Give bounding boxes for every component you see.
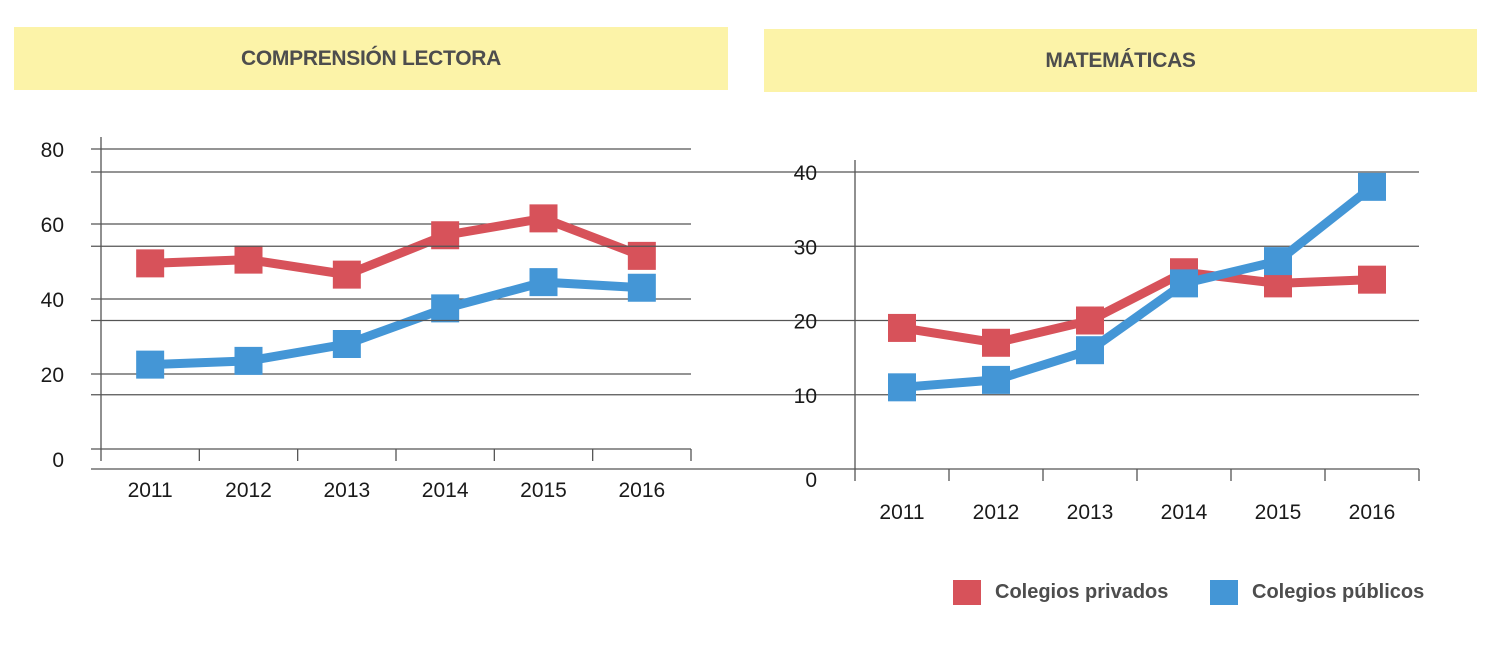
x-tick-label: 2015 [520,479,567,502]
data-point-private [888,313,916,342]
data-point-public [1170,269,1198,298]
series-line-public [901,183,1375,392]
legend-label-public: Colegios públicos [1252,581,1425,603]
data-point-private [332,260,361,289]
legend-item-public: Colegios públicos [1210,580,1424,605]
legend-label-private: Colegios privados [995,581,1169,603]
y-tick-label: 10 [794,385,817,408]
y-tick-label: 60 [41,214,64,237]
series-line-private [901,267,1373,348]
data-point-private [234,245,263,274]
y-tick-label: 20 [794,311,817,334]
y-tick-label: 0 [52,449,64,472]
legend-swatch-public [1210,580,1238,605]
data-point-private [982,328,1010,357]
x-tick-label: 2014 [1161,501,1208,524]
data-point-public [529,268,558,297]
data-point-public [431,294,460,323]
data-point-public [332,330,361,358]
x-tick-label: 2013 [323,479,370,502]
x-tick-label: 2014 [422,479,469,502]
data-point-private [1076,306,1104,335]
series-line-public [149,277,643,370]
data-point-private [136,249,165,278]
x-tick-label: 2015 [1255,501,1302,524]
data-point-private [1358,265,1386,294]
y-tick-label: 40 [41,289,64,312]
data-point-public [627,273,656,302]
data-point-public [1076,336,1104,365]
y-tick-label: 80 [41,139,64,162]
data-point-public [888,373,916,402]
x-tick-label: 2011 [879,501,924,524]
data-point-public [1358,172,1386,201]
series-line-private [149,213,644,280]
data-point-public [234,346,263,375]
data-point-public [136,350,165,379]
x-tick-label: 2012 [225,479,272,502]
chart-title-math: MATEMÁTICAS [764,29,1477,92]
x-tick-label: 2016 [1349,501,1396,524]
chart-title-reading: COMPRENSIÓN LECTORA [14,27,728,90]
x-tick-label: 2013 [1067,501,1114,524]
x-tick-label: 2012 [973,501,1020,524]
y-tick-label: 0 [805,469,817,492]
x-tick-label: 2016 [618,479,665,502]
math-chart: 0 10 20 30 40 2011 2012 2013 2014 2015 2016 [91,160,1420,524]
data-point-public [1264,247,1292,276]
data-point-public [982,365,1010,394]
data-point-private [529,204,558,233]
data-point-private [431,221,460,250]
x-tick-label: 2011 [128,479,173,502]
reading-chart: 0 20 40 60 80 2011 2012 2013 2014 2015 2016 [41,137,692,502]
legend-item-private: Colegios privados [953,580,1168,605]
y-tick-label: 40 [794,162,817,185]
y-tick-label: 30 [794,236,817,259]
y-tick-label: 20 [41,364,64,387]
legend-swatch-private [953,580,981,605]
